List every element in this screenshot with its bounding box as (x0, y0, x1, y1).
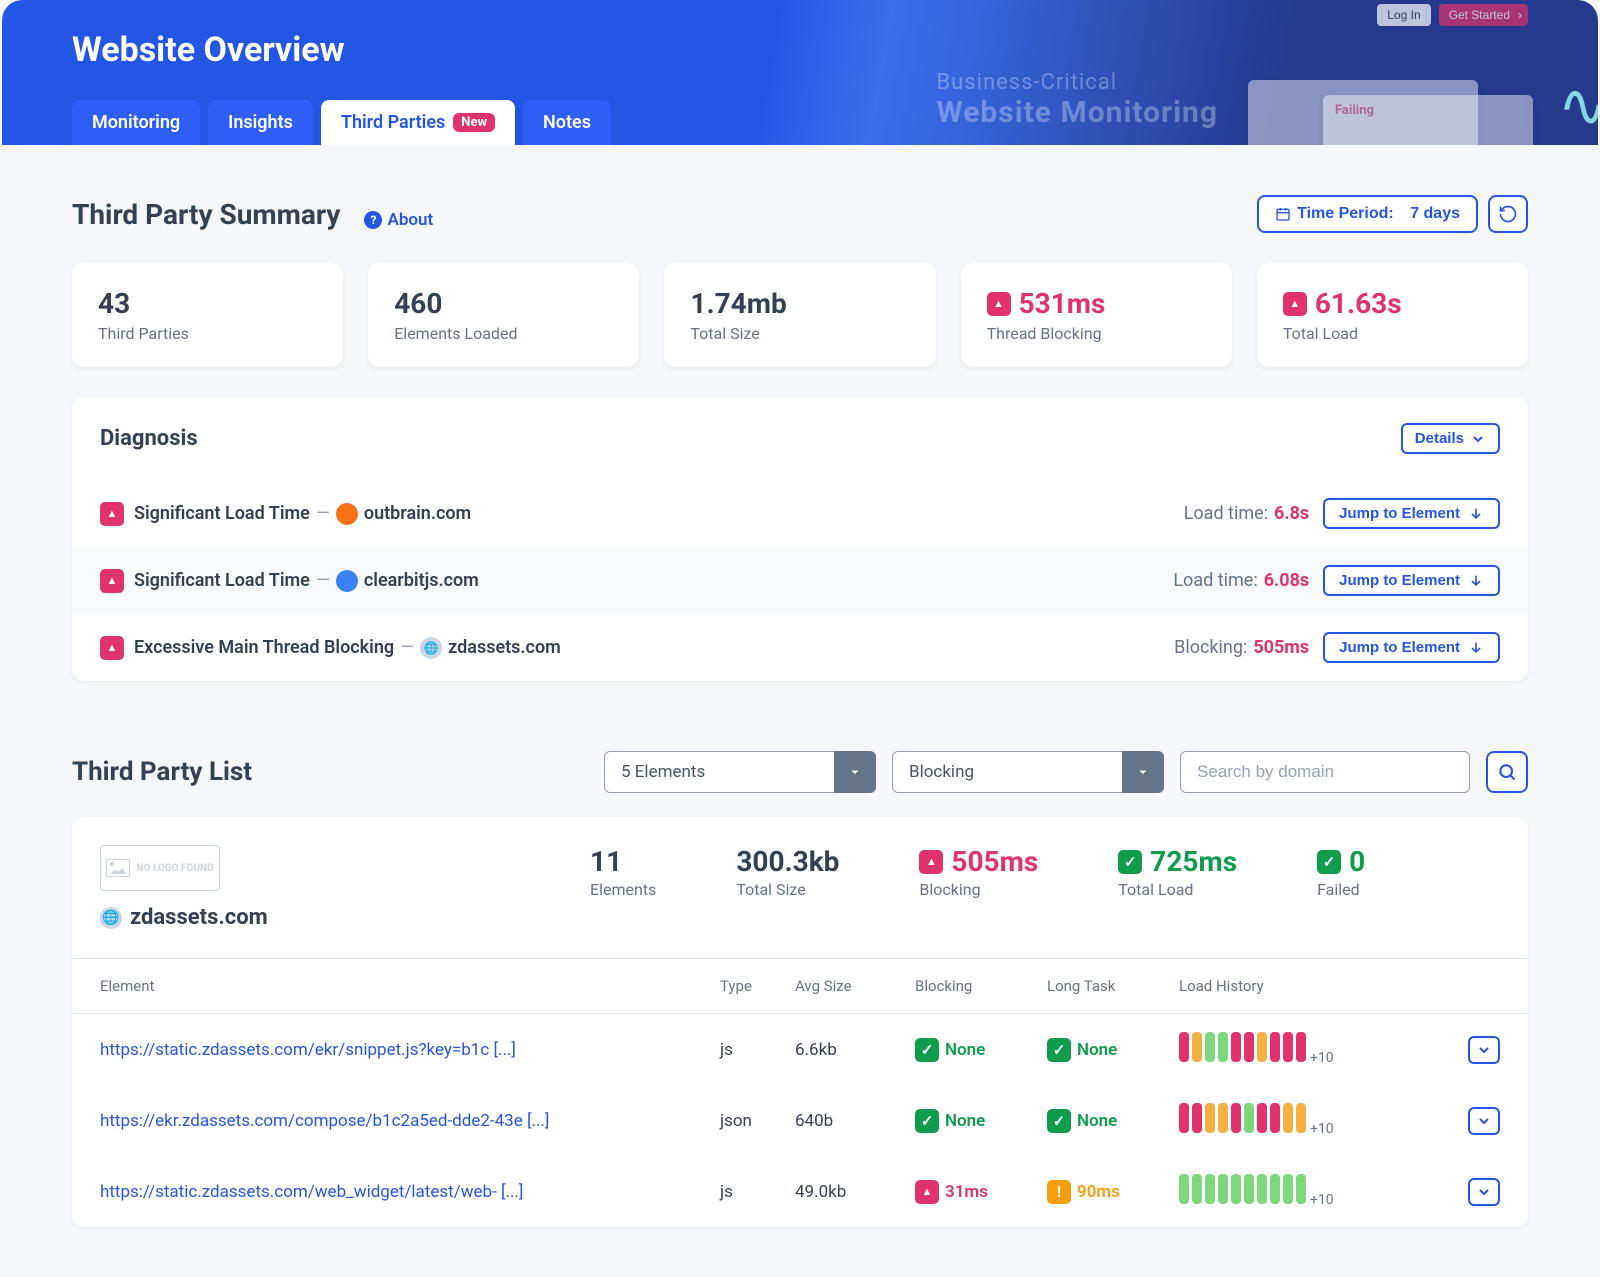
page-title: Website Overview (72, 30, 1528, 70)
globe-icon: 🌐 (100, 907, 122, 929)
check-icon (915, 1109, 939, 1133)
alert-icon (100, 569, 124, 593)
col-size: Avg Size (795, 977, 915, 995)
jump-to-element-button[interactable]: Jump to Element (1323, 498, 1500, 529)
tp-stat: 505msBlocking (919, 845, 1038, 899)
filter-sort-dropdown[interactable]: Blocking (892, 751, 1164, 793)
chevron-down-icon (1476, 1113, 1492, 1129)
alert-icon (919, 850, 943, 874)
col-longtask: Long Task (1047, 977, 1179, 995)
load-history-bars (1179, 1174, 1306, 1204)
alert-icon (915, 1180, 939, 1204)
stat-card: 460Elements Loaded (368, 263, 639, 367)
tp-stat: 0Failed (1317, 845, 1365, 899)
tab-insights[interactable]: Insights (208, 100, 313, 145)
jump-to-element-button[interactable]: Jump to Element (1323, 565, 1500, 596)
table-row: https://static.zdassets.com/web_widget/l… (72, 1156, 1528, 1227)
element-link[interactable]: https://static.zdassets.com/ekr/snippet.… (100, 1040, 720, 1060)
diagnosis-row: Significant Load Time — outbrain.comLoad… (72, 480, 1528, 547)
tab-monitoring[interactable]: Monitoring (72, 100, 200, 145)
badge-new: New (453, 113, 495, 132)
search-icon (1497, 762, 1517, 782)
tp-stat: 11Elements (590, 845, 656, 899)
col-history: Load History (1179, 977, 1419, 995)
stat-card: 61.63sTotal Load (1257, 263, 1528, 367)
chevron-down-icon (1476, 1184, 1492, 1200)
no-logo-placeholder: NO LOGO FOUND (100, 845, 220, 891)
hero-decor-card-failing: Failing (1323, 95, 1533, 145)
about-link[interactable]: ? About (364, 210, 433, 230)
chevron-down-icon (1470, 431, 1486, 447)
diagnosis-title: Diagnosis (100, 426, 198, 451)
arrow-down-icon (1468, 640, 1484, 656)
arrow-down-icon (1468, 573, 1484, 589)
table-row: https://ekr.zdassets.com/compose/b1c2a5e… (72, 1085, 1528, 1156)
check-icon (1317, 850, 1341, 874)
site-icon: 🌐 (420, 637, 442, 659)
tab-third-parties[interactable]: Third PartiesNew (321, 100, 515, 145)
chevron-down-icon (1122, 751, 1164, 793)
stat-card: 43Third Parties (72, 263, 343, 367)
search-input[interactable] (1180, 751, 1470, 793)
tp-stat: 300.3kbTotal Size (736, 845, 839, 899)
third-party-list-title: Third Party List (72, 757, 252, 787)
col-blocking: Blocking (915, 977, 1047, 995)
col-type: Type (720, 977, 795, 995)
hero-header: Log In Get Started Website Overview Busi… (2, 0, 1598, 145)
refresh-icon (1498, 204, 1518, 224)
chevron-down-icon (834, 751, 876, 793)
search-button[interactable] (1486, 751, 1528, 793)
time-period-button[interactable]: Time Period: 7 days (1257, 195, 1478, 233)
help-icon: ? (364, 211, 382, 229)
expand-row-button[interactable] (1468, 1178, 1500, 1206)
check-icon (1047, 1109, 1071, 1133)
element-link[interactable]: https://static.zdassets.com/web_widget/l… (100, 1182, 720, 1202)
hero-decor-text: Business-Critical Website Monitoring (936, 70, 1218, 130)
element-link[interactable]: https://ekr.zdassets.com/compose/b1c2a5e… (100, 1111, 720, 1131)
chevron-down-icon (1476, 1042, 1492, 1058)
stat-card: 1.74mbTotal Size (664, 263, 935, 367)
third-party-domain: zdassets.com (130, 905, 268, 930)
load-history-bars (1179, 1032, 1306, 1062)
stat-card: 531msThread Blocking (961, 263, 1232, 367)
tab-notes[interactable]: Notes (523, 100, 611, 145)
calendar-icon (1275, 206, 1291, 222)
col-element: Element (100, 977, 720, 995)
expand-row-button[interactable] (1468, 1036, 1500, 1064)
summary-title: Third Party Summary (72, 198, 341, 231)
check-icon (1118, 850, 1142, 874)
alert-icon (1283, 292, 1307, 316)
load-history-bars (1179, 1103, 1306, 1133)
table-row: https://static.zdassets.com/ekr/snippet.… (72, 1014, 1528, 1085)
site-icon (336, 503, 358, 525)
warn-icon (1047, 1180, 1071, 1204)
tp-stat: 725msTotal Load (1118, 845, 1237, 899)
arrow-down-icon (1468, 506, 1484, 522)
image-icon (106, 859, 130, 877)
hero-decor-glyph: ∿ (1558, 70, 1598, 141)
expand-row-button[interactable] (1468, 1107, 1500, 1135)
get-started-button[interactable]: Get Started (1439, 4, 1528, 26)
site-icon (336, 570, 358, 592)
filter-elements-dropdown[interactable]: 5 Elements (604, 751, 876, 793)
login-button[interactable]: Log In (1377, 4, 1430, 26)
check-icon (915, 1038, 939, 1062)
details-button[interactable]: Details (1401, 423, 1500, 454)
diagnosis-row: Significant Load Time — clearbitjs.comLo… (72, 547, 1528, 614)
alert-icon (987, 292, 1011, 316)
alert-icon (100, 502, 124, 526)
alert-icon (100, 636, 124, 660)
jump-to-element-button[interactable]: Jump to Element (1323, 632, 1500, 663)
diagnosis-row: Excessive Main Thread Blocking — 🌐zdasse… (72, 614, 1528, 681)
check-icon (1047, 1038, 1071, 1062)
refresh-button[interactable] (1488, 195, 1528, 233)
